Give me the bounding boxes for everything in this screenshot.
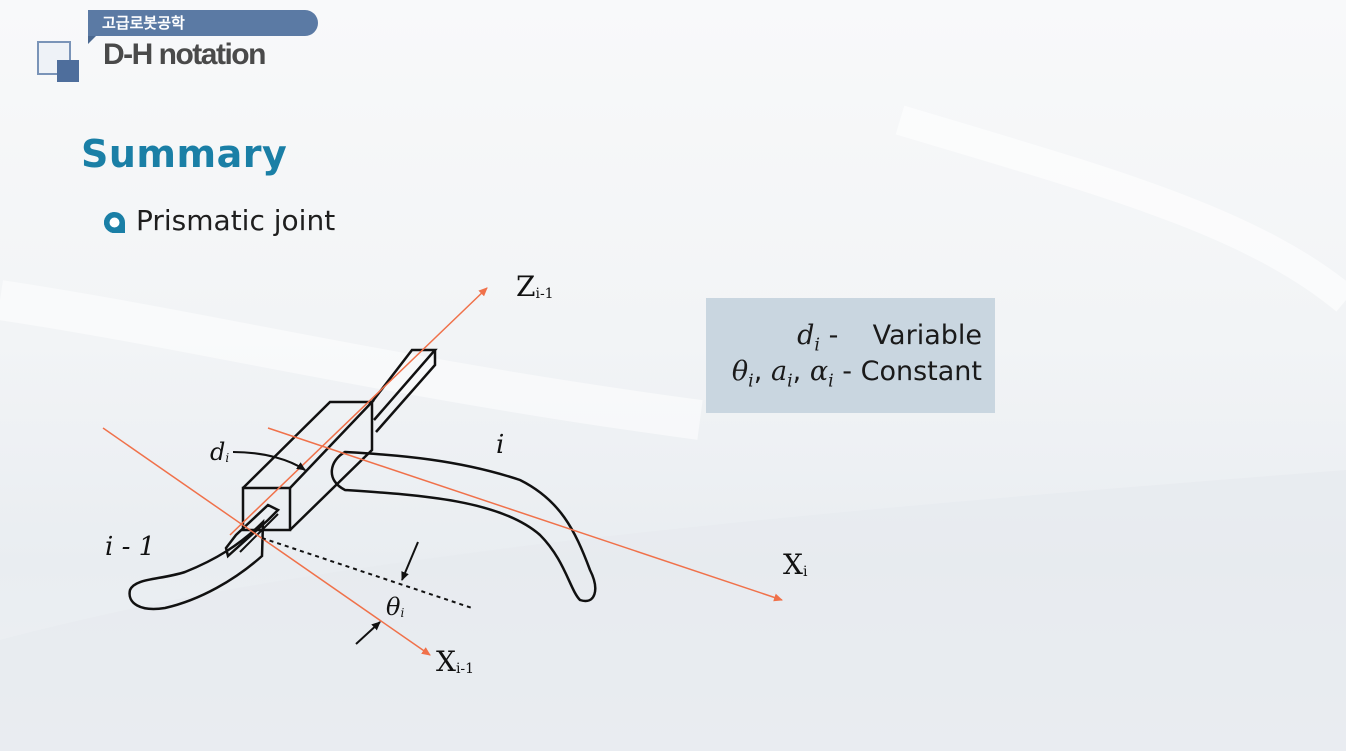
link-prev-body: [128, 518, 265, 611]
info-variable-text: Variable: [872, 320, 982, 351]
page-title: D-H notation: [103, 38, 266, 71]
course-tag-notch: [88, 36, 96, 44]
inner-bar: [224, 503, 281, 559]
label-link-i: i: [496, 430, 505, 460]
section-heading: Summary: [81, 132, 288, 176]
offset-arrow: [232, 451, 306, 471]
upper-bar-side: [375, 350, 437, 433]
upper-bar: [371, 348, 438, 421]
z-axis-line: [229, 287, 488, 536]
info-theta-symbol: θi: [731, 356, 754, 392]
slider-block-front: [241, 486, 292, 532]
course-tag: 고급로봇공학: [88, 10, 318, 36]
dotted-projection: [261, 537, 473, 609]
x-axis-line: [267, 427, 783, 602]
theta-arrow-upper: [401, 541, 419, 581]
label-x-axis: Xi: [783, 548, 808, 581]
info-a-symbol: ai: [770, 356, 793, 392]
info-constant-line: θi, ai, αi - Constant: [731, 356, 982, 392]
slider-block-top: [242, 400, 375, 489]
label-offset: di: [210, 438, 230, 466]
link-i-body: [330, 450, 597, 603]
parameter-info-box: di - Variable θi, ai, αi - Constant: [706, 298, 995, 413]
info-constant-text: Constant: [860, 356, 982, 387]
label-x-prev-axis: Xi-1: [436, 645, 475, 678]
info-alpha-symbol: αi: [809, 356, 834, 392]
label-theta: θi: [386, 593, 405, 621]
info-variable-line: di - Variable: [797, 320, 982, 356]
inner-bar-edge: [239, 513, 279, 553]
bullet-icon: [104, 212, 125, 233]
bullet-prismatic-joint: Prismatic joint: [136, 204, 336, 237]
info-d-symbol: di: [797, 320, 820, 356]
header-logo-inner: [57, 60, 79, 82]
slider-block-side: [289, 402, 374, 531]
x-prev-axis-line: [102, 427, 431, 656]
theta-arrow-lower: [355, 621, 381, 645]
label-link-prev: i - 1: [105, 532, 156, 562]
label-z-axis: Zi-1: [516, 270, 554, 303]
